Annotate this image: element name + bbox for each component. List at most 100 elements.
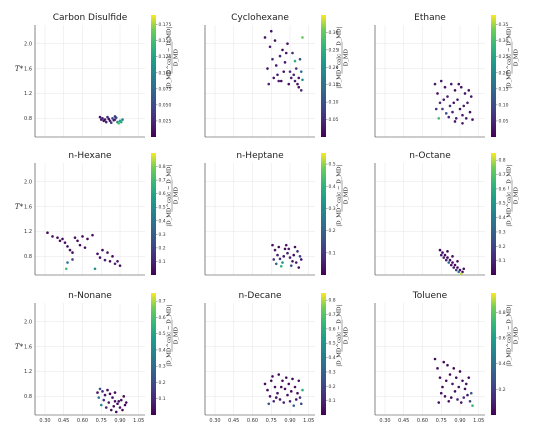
colorbar-tick-label: 0.2 <box>329 228 336 234</box>
colorbar-tick-label: 0.2 <box>159 380 166 386</box>
data-point <box>98 387 102 391</box>
data-point <box>97 396 101 399</box>
panels: Carbon Disulfide0.81.21.62.0T*0.0250.050… <box>15 13 520 424</box>
colorbar-tick-label: 0.7 <box>159 299 166 305</box>
data-point <box>76 239 79 243</box>
data-point <box>113 115 117 118</box>
x-tick-label: 0.60 <box>247 418 258 424</box>
colorbar-tick-label: 0.6 <box>499 186 506 192</box>
data-point <box>106 251 109 254</box>
x-tick-label: 0.30 <box>379 418 390 424</box>
data-point <box>96 252 99 256</box>
data-point <box>288 400 292 403</box>
y-axis-label: T* <box>15 65 24 73</box>
panel-title: n-Octane <box>409 151 451 161</box>
colorbar <box>151 293 156 415</box>
data-point <box>268 395 272 398</box>
colorbar-tick-label: 0.10 <box>329 100 339 106</box>
data-point <box>444 379 448 383</box>
data-point <box>106 115 109 119</box>
data-point <box>291 377 294 381</box>
colorbar-tick-label: 0.5 <box>499 201 506 207</box>
data-point <box>289 264 293 267</box>
data-point <box>266 388 269 392</box>
data-point <box>462 267 466 271</box>
data-point <box>456 398 459 401</box>
x-tick-label: 0.75 <box>266 418 277 424</box>
colorbar-tick-label: 0.8 <box>499 158 506 164</box>
colorbar-tick-label: 0.6 <box>159 315 166 321</box>
data-point <box>276 73 279 77</box>
panel-n-heptane: n-Heptane 0.1 0.2 0.3 0.4 0.5 |D_MD^calc − D_M… <box>204 151 350 276</box>
data-point <box>278 54 282 58</box>
data-point <box>294 67 298 70</box>
data-point <box>107 117 111 121</box>
colorbar <box>491 153 496 275</box>
data-point <box>453 390 457 393</box>
data-point <box>436 92 439 95</box>
data-point <box>78 243 82 247</box>
colorbar-tick-label: 0.4 <box>329 184 336 190</box>
data-point <box>294 261 298 264</box>
data-point <box>114 410 118 414</box>
colorbar-label-numerator: |D_MD^calc − D_MD| <box>506 305 513 367</box>
data-point <box>286 42 289 45</box>
y-axis-label: T* <box>15 203 24 211</box>
colorbar-tick-label: 0.15 <box>499 86 509 92</box>
data-point <box>124 401 128 404</box>
data-point <box>437 117 441 120</box>
data-point <box>438 376 442 379</box>
data-point <box>458 268 462 272</box>
data-point <box>284 376 288 379</box>
data-point <box>277 245 281 249</box>
colorbar-label: |D_MD^calc − D_MD| D_MD <box>506 165 520 227</box>
data-point <box>272 76 276 80</box>
data-point <box>267 402 271 406</box>
panel-title: n-Heptane <box>236 151 284 161</box>
data-point <box>448 373 452 376</box>
data-point <box>112 118 116 122</box>
data-point <box>58 239 62 243</box>
colorbar <box>321 153 326 275</box>
colorbar-tick-label: 0.075 <box>159 86 172 92</box>
data-point <box>277 79 281 83</box>
data-point <box>451 255 454 258</box>
data-point <box>283 61 287 64</box>
panel-cyclohexane: Cyclohexane 0.05 0.10 0.15 0.20 0.25 0.30|D_MD… <box>204 13 350 138</box>
data-point <box>93 267 97 271</box>
colorbar-tick-label: 0.6 <box>329 326 336 332</box>
data-point <box>433 357 437 361</box>
x-tick-label: 0.60 <box>417 418 428 424</box>
data-point <box>447 115 451 119</box>
data-point <box>471 118 474 121</box>
y-tick-label: 0.8 <box>24 394 32 400</box>
data-point <box>271 375 274 378</box>
data-point <box>454 268 458 272</box>
data-point <box>121 408 124 412</box>
colorbar-label: |D_MD^calc − D_MD| D_MD <box>166 27 180 89</box>
panel-n-hexane: n-Hexane 0.8 1.2 1.6 2.0 T* 0.1 0.2 0.3 0.4 0.5 0.6… <box>15 151 180 276</box>
data-point <box>456 98 459 101</box>
data-point <box>294 398 298 401</box>
data-point <box>273 248 277 252</box>
colorbar-tick-label: 0.050 <box>159 102 172 108</box>
colorbar <box>321 293 326 415</box>
colorbar-tick-label: 0.4 <box>159 218 166 224</box>
x-tick-label: 1.05 <box>473 418 484 424</box>
data-point <box>442 360 446 364</box>
panel-carbon-disulfide: Carbon Disulfide 0.8 1.2 1.6 2.0 T* 0.025 0.050… <box>15 13 180 138</box>
data-point <box>463 92 467 95</box>
data-point <box>96 391 99 394</box>
data-point <box>272 258 276 261</box>
data-point <box>299 402 303 406</box>
data-point <box>459 85 463 89</box>
data-point <box>292 404 296 407</box>
x-tick-label: 0.30 <box>209 418 220 424</box>
data-point <box>297 85 301 89</box>
panel-toluene: Toluene0.300.450.600.750.901.05ρ*0.20.40… <box>374 291 520 424</box>
colorbar-label: |D_MD^calc − D_MD| D_MD <box>506 27 520 89</box>
colorbar-label: |D_MD^calc − D_MD| D_MD <box>166 165 180 227</box>
data-point <box>116 260 119 263</box>
data-point <box>263 36 267 39</box>
x-tick-label: 0.90 <box>114 418 125 424</box>
